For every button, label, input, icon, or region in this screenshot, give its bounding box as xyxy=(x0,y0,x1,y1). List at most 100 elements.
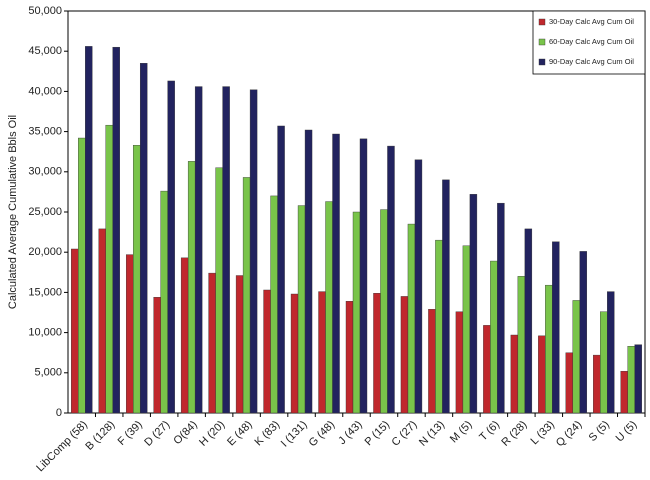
x-tick-label: P (15) xyxy=(363,419,393,449)
bar xyxy=(490,260,498,414)
bar xyxy=(325,201,333,414)
y-tick-label: 20,000 xyxy=(28,246,62,258)
bar xyxy=(380,209,388,414)
bar xyxy=(187,161,196,414)
bar xyxy=(332,133,340,414)
bar xyxy=(167,80,175,414)
bar xyxy=(345,301,354,414)
y-axis-label: Calculated Average Cumulative Bbls Oil xyxy=(7,115,19,309)
bar xyxy=(414,159,423,414)
bar xyxy=(497,202,505,414)
bar xyxy=(579,251,588,414)
bar xyxy=(139,63,148,414)
bar xyxy=(600,311,608,414)
x-tick-label: C (27) xyxy=(390,419,420,449)
x-tick-label: N (13) xyxy=(417,419,447,449)
x-tick-label: B (128) xyxy=(83,419,117,453)
bar xyxy=(297,205,306,414)
bar xyxy=(359,138,368,414)
bar xyxy=(242,177,251,414)
bar xyxy=(215,167,223,414)
bar xyxy=(435,239,443,414)
y-tick-label: 35,000 xyxy=(28,126,62,138)
x-tick-label: Q (24) xyxy=(554,419,585,450)
x-tick-label: H (20) xyxy=(197,419,227,449)
legend-label: 60-Day Calc Avg Cum Oil xyxy=(549,37,634,46)
bar xyxy=(194,86,203,414)
bar xyxy=(455,311,464,414)
bar xyxy=(552,241,560,414)
bar xyxy=(620,370,628,414)
bar xyxy=(180,257,189,414)
bar xyxy=(428,309,436,414)
x-tick-label: J (43) xyxy=(336,419,364,447)
bar xyxy=(208,272,216,414)
y-tick-label: 10,000 xyxy=(28,327,62,339)
y-tick-label: 5,000 xyxy=(34,367,62,379)
bar xyxy=(565,352,574,414)
bar xyxy=(572,300,581,414)
bar xyxy=(634,344,642,414)
bar xyxy=(538,335,546,414)
bar xyxy=(442,179,450,414)
x-tick-label: I (131) xyxy=(279,419,310,450)
bar xyxy=(304,129,313,414)
bar xyxy=(160,190,168,414)
x-tick-label: L (33) xyxy=(528,419,557,448)
bar xyxy=(607,291,615,414)
bar xyxy=(483,325,491,414)
x-tick-label: F (39) xyxy=(116,419,145,448)
bar xyxy=(593,354,601,414)
bar xyxy=(407,223,416,414)
x-tick-label: U (5) xyxy=(614,419,640,445)
bar xyxy=(400,296,409,414)
bar xyxy=(125,254,134,414)
legend-swatch xyxy=(538,38,546,46)
bar xyxy=(71,248,79,414)
x-tick-label: LibComp (58) xyxy=(34,419,90,475)
bar xyxy=(290,293,299,414)
x-tick-label: E (48) xyxy=(225,419,255,449)
x-tick-label: S (5) xyxy=(587,419,612,444)
y-tick-label: 15,000 xyxy=(28,286,62,298)
bar xyxy=(153,297,161,414)
bar xyxy=(263,289,271,414)
bar xyxy=(627,346,635,414)
bar xyxy=(222,86,230,414)
bar xyxy=(132,145,141,414)
bar xyxy=(78,137,86,414)
y-tick-label: 50,000 xyxy=(28,5,62,17)
bar xyxy=(105,124,113,414)
bar xyxy=(545,284,553,414)
bar xyxy=(235,275,244,414)
bar xyxy=(249,89,258,414)
legend-swatch xyxy=(538,58,546,66)
legend-swatch xyxy=(538,18,546,26)
legend-label: 90-Day Calc Avg Cum Oil xyxy=(549,57,634,66)
bar xyxy=(318,291,326,414)
bar xyxy=(112,46,120,414)
bar xyxy=(387,145,395,414)
x-tick-label: O(84) xyxy=(171,419,199,447)
bar xyxy=(98,228,106,414)
bar xyxy=(462,245,471,414)
bar xyxy=(352,211,361,414)
bar xyxy=(277,125,285,414)
bar xyxy=(517,276,526,414)
x-tick-label: M (5) xyxy=(448,419,475,446)
bar xyxy=(85,46,93,414)
bar xyxy=(270,195,278,414)
x-tick-label: K (83) xyxy=(253,419,283,449)
y-tick-label: 25,000 xyxy=(28,206,62,218)
x-tick-label: T (6) xyxy=(477,419,502,444)
x-tick-label: R (28) xyxy=(499,419,529,449)
y-tick-label: 0 xyxy=(56,407,62,419)
y-tick-label: 40,000 xyxy=(28,85,62,97)
y-tick-label: 30,000 xyxy=(28,166,62,178)
bar xyxy=(373,293,381,414)
legend-label: 30-Day Calc Avg Cum Oil xyxy=(549,17,634,26)
bar xyxy=(524,228,533,414)
y-tick-label: 45,000 xyxy=(28,45,62,57)
bar xyxy=(510,334,519,414)
